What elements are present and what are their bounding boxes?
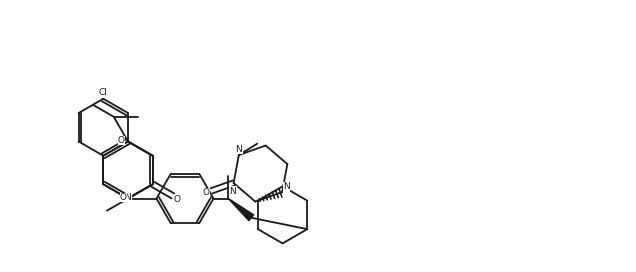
Text: N: N <box>235 144 242 153</box>
Polygon shape <box>228 199 254 221</box>
Text: O: O <box>174 195 181 204</box>
Text: Cl: Cl <box>99 88 107 97</box>
Text: O: O <box>202 188 209 197</box>
Text: O: O <box>118 136 125 145</box>
Text: N: N <box>283 182 290 191</box>
Text: N: N <box>125 193 132 202</box>
Text: O: O <box>120 193 127 202</box>
Text: N: N <box>230 187 236 196</box>
